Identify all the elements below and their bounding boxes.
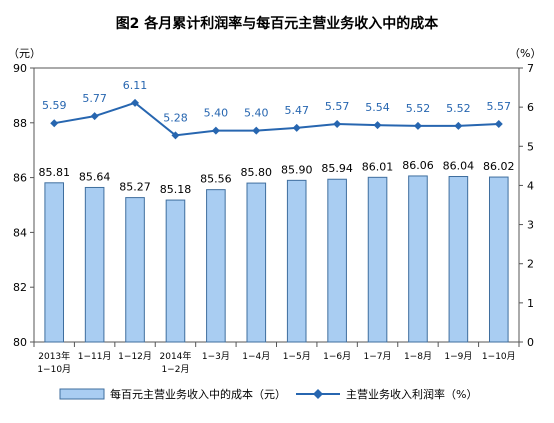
- x-axis-tick-label: 1−4月: [242, 351, 270, 362]
- bar: [408, 175, 428, 343]
- legend-line-label: 主营业务收入利润率（%）: [346, 387, 477, 401]
- bar-value-label: 86.01: [362, 160, 394, 173]
- bar-value-label: 85.90: [281, 163, 313, 176]
- line-layer: [50, 98, 503, 140]
- line-point: [171, 131, 180, 140]
- bar-value-label: 86.02: [483, 160, 515, 173]
- bar-value-label: 85.27: [119, 181, 151, 194]
- line-value-label: 5.52: [446, 102, 471, 115]
- bar: [44, 182, 65, 343]
- right-axis-tick-label: 6: [527, 101, 534, 114]
- right-axis-tick-label: 2: [527, 258, 534, 271]
- line-point: [252, 126, 261, 135]
- line-value-label: 5.28: [163, 111, 188, 124]
- bar: [327, 178, 347, 343]
- line-point: [211, 126, 220, 135]
- legend-line-marker: [313, 389, 323, 399]
- x-axis-tick-label: 2014年: [160, 350, 192, 362]
- x-axis-tick-label: 1−12月: [118, 351, 152, 362]
- bar: [246, 182, 267, 343]
- line-value-label: 6.11: [123, 79, 148, 92]
- line-value-label: 5.59: [42, 99, 67, 112]
- axes-layer: 80 82 84 86 88 90 0 1 2 3 4 5 6 7 2013年 1−10月 1−11月 1−12月…: [13, 62, 534, 375]
- x-axis-tick-label: 2013年: [38, 350, 70, 362]
- x-axis-tick-label: 1−9月: [444, 351, 472, 362]
- bar: [286, 179, 307, 343]
- line-point: [333, 119, 342, 128]
- left-axis-tick-label: 86: [13, 172, 27, 185]
- line-value-label: 5.40: [244, 107, 269, 120]
- bar-value-label: 86.06: [402, 159, 434, 172]
- bar-value-label: 85.64: [79, 170, 111, 183]
- line-point: [494, 119, 503, 128]
- line-value-label: 5.77: [82, 92, 107, 105]
- line-value-label: 5.57: [325, 100, 350, 113]
- x-axis-tick-label: 1−6月: [323, 351, 351, 362]
- bar-value-label: 85.94: [321, 162, 353, 175]
- right-axis-tick-label: 3: [527, 219, 534, 232]
- bar: [125, 197, 145, 343]
- left-axis-unit: （元）: [8, 47, 41, 60]
- legend: 每百元主营业务收入中的成本（元） 主营业务收入利润率（%）: [59, 387, 477, 401]
- bar-value-label: 86.04: [443, 160, 475, 173]
- bars-layer: [44, 175, 509, 343]
- x-axis-tick-label: 1−2月: [161, 364, 189, 375]
- x-axis-tick-label: 1−3月: [202, 351, 230, 362]
- line-point: [373, 121, 382, 130]
- right-axis-tick-label: 5: [527, 140, 534, 153]
- line-point: [292, 123, 301, 132]
- legend-bar-label: 每百元主营业务收入中的成本（元）: [110, 387, 286, 401]
- labels-layer: 85.81 85.64 85.27 85.18 85.56 85.80 85.90 85.94…: [38, 79, 514, 196]
- bar: [165, 199, 186, 343]
- legend-bar-swatch: [59, 388, 105, 400]
- bar-value-label: 85.81: [38, 166, 70, 179]
- bar: [84, 186, 105, 343]
- profit-rate-line: [54, 101, 499, 137]
- right-axis-tick-label: 7: [527, 62, 534, 75]
- x-axis-tick-label: 1−5月: [283, 351, 311, 362]
- line-point: [50, 119, 59, 128]
- line-point: [90, 112, 99, 121]
- left-axis-tick-label: 84: [13, 226, 27, 239]
- bar-value-label: 85.80: [241, 166, 273, 179]
- right-axis-tick-label: 4: [527, 179, 534, 192]
- left-axis-tick-label: 82: [13, 281, 27, 294]
- bar: [448, 176, 469, 343]
- right-axis-tick-label: 0: [527, 336, 534, 349]
- line-value-label: 5.57: [487, 100, 512, 113]
- bar: [206, 189, 226, 343]
- left-axis-tick-label: 80: [13, 336, 27, 349]
- x-axis-tick-label: 1−8月: [404, 351, 432, 362]
- x-axis-tick-label: 1−10月: [482, 351, 516, 362]
- bar-value-label: 85.18: [160, 183, 192, 196]
- right-axis-unit: （%）: [509, 47, 541, 60]
- x-axis-tick-label: 1−7月: [364, 351, 392, 362]
- line-value-label: 5.47: [284, 104, 309, 117]
- left-axis-tick-label: 88: [13, 117, 27, 130]
- line-value-label: 5.40: [204, 107, 229, 120]
- line-point: [454, 121, 463, 130]
- line-point: [131, 98, 140, 107]
- x-axis-tick-label: 1−11月: [78, 351, 112, 362]
- bar: [488, 176, 509, 343]
- left-axis-tick-label: 90: [13, 62, 27, 75]
- line-value-label: 5.52: [406, 102, 431, 115]
- line-value-label: 5.54: [365, 101, 390, 114]
- x-axis-tick-label: 1−10月: [37, 364, 71, 375]
- bar-value-label: 85.56: [200, 173, 232, 186]
- right-axis-tick-label: 1: [527, 297, 534, 310]
- line-point: [413, 121, 422, 130]
- chart-title: 图2 各月累计利润率与每百元主营业务收入中的成本: [116, 15, 440, 32]
- bar: [367, 176, 388, 343]
